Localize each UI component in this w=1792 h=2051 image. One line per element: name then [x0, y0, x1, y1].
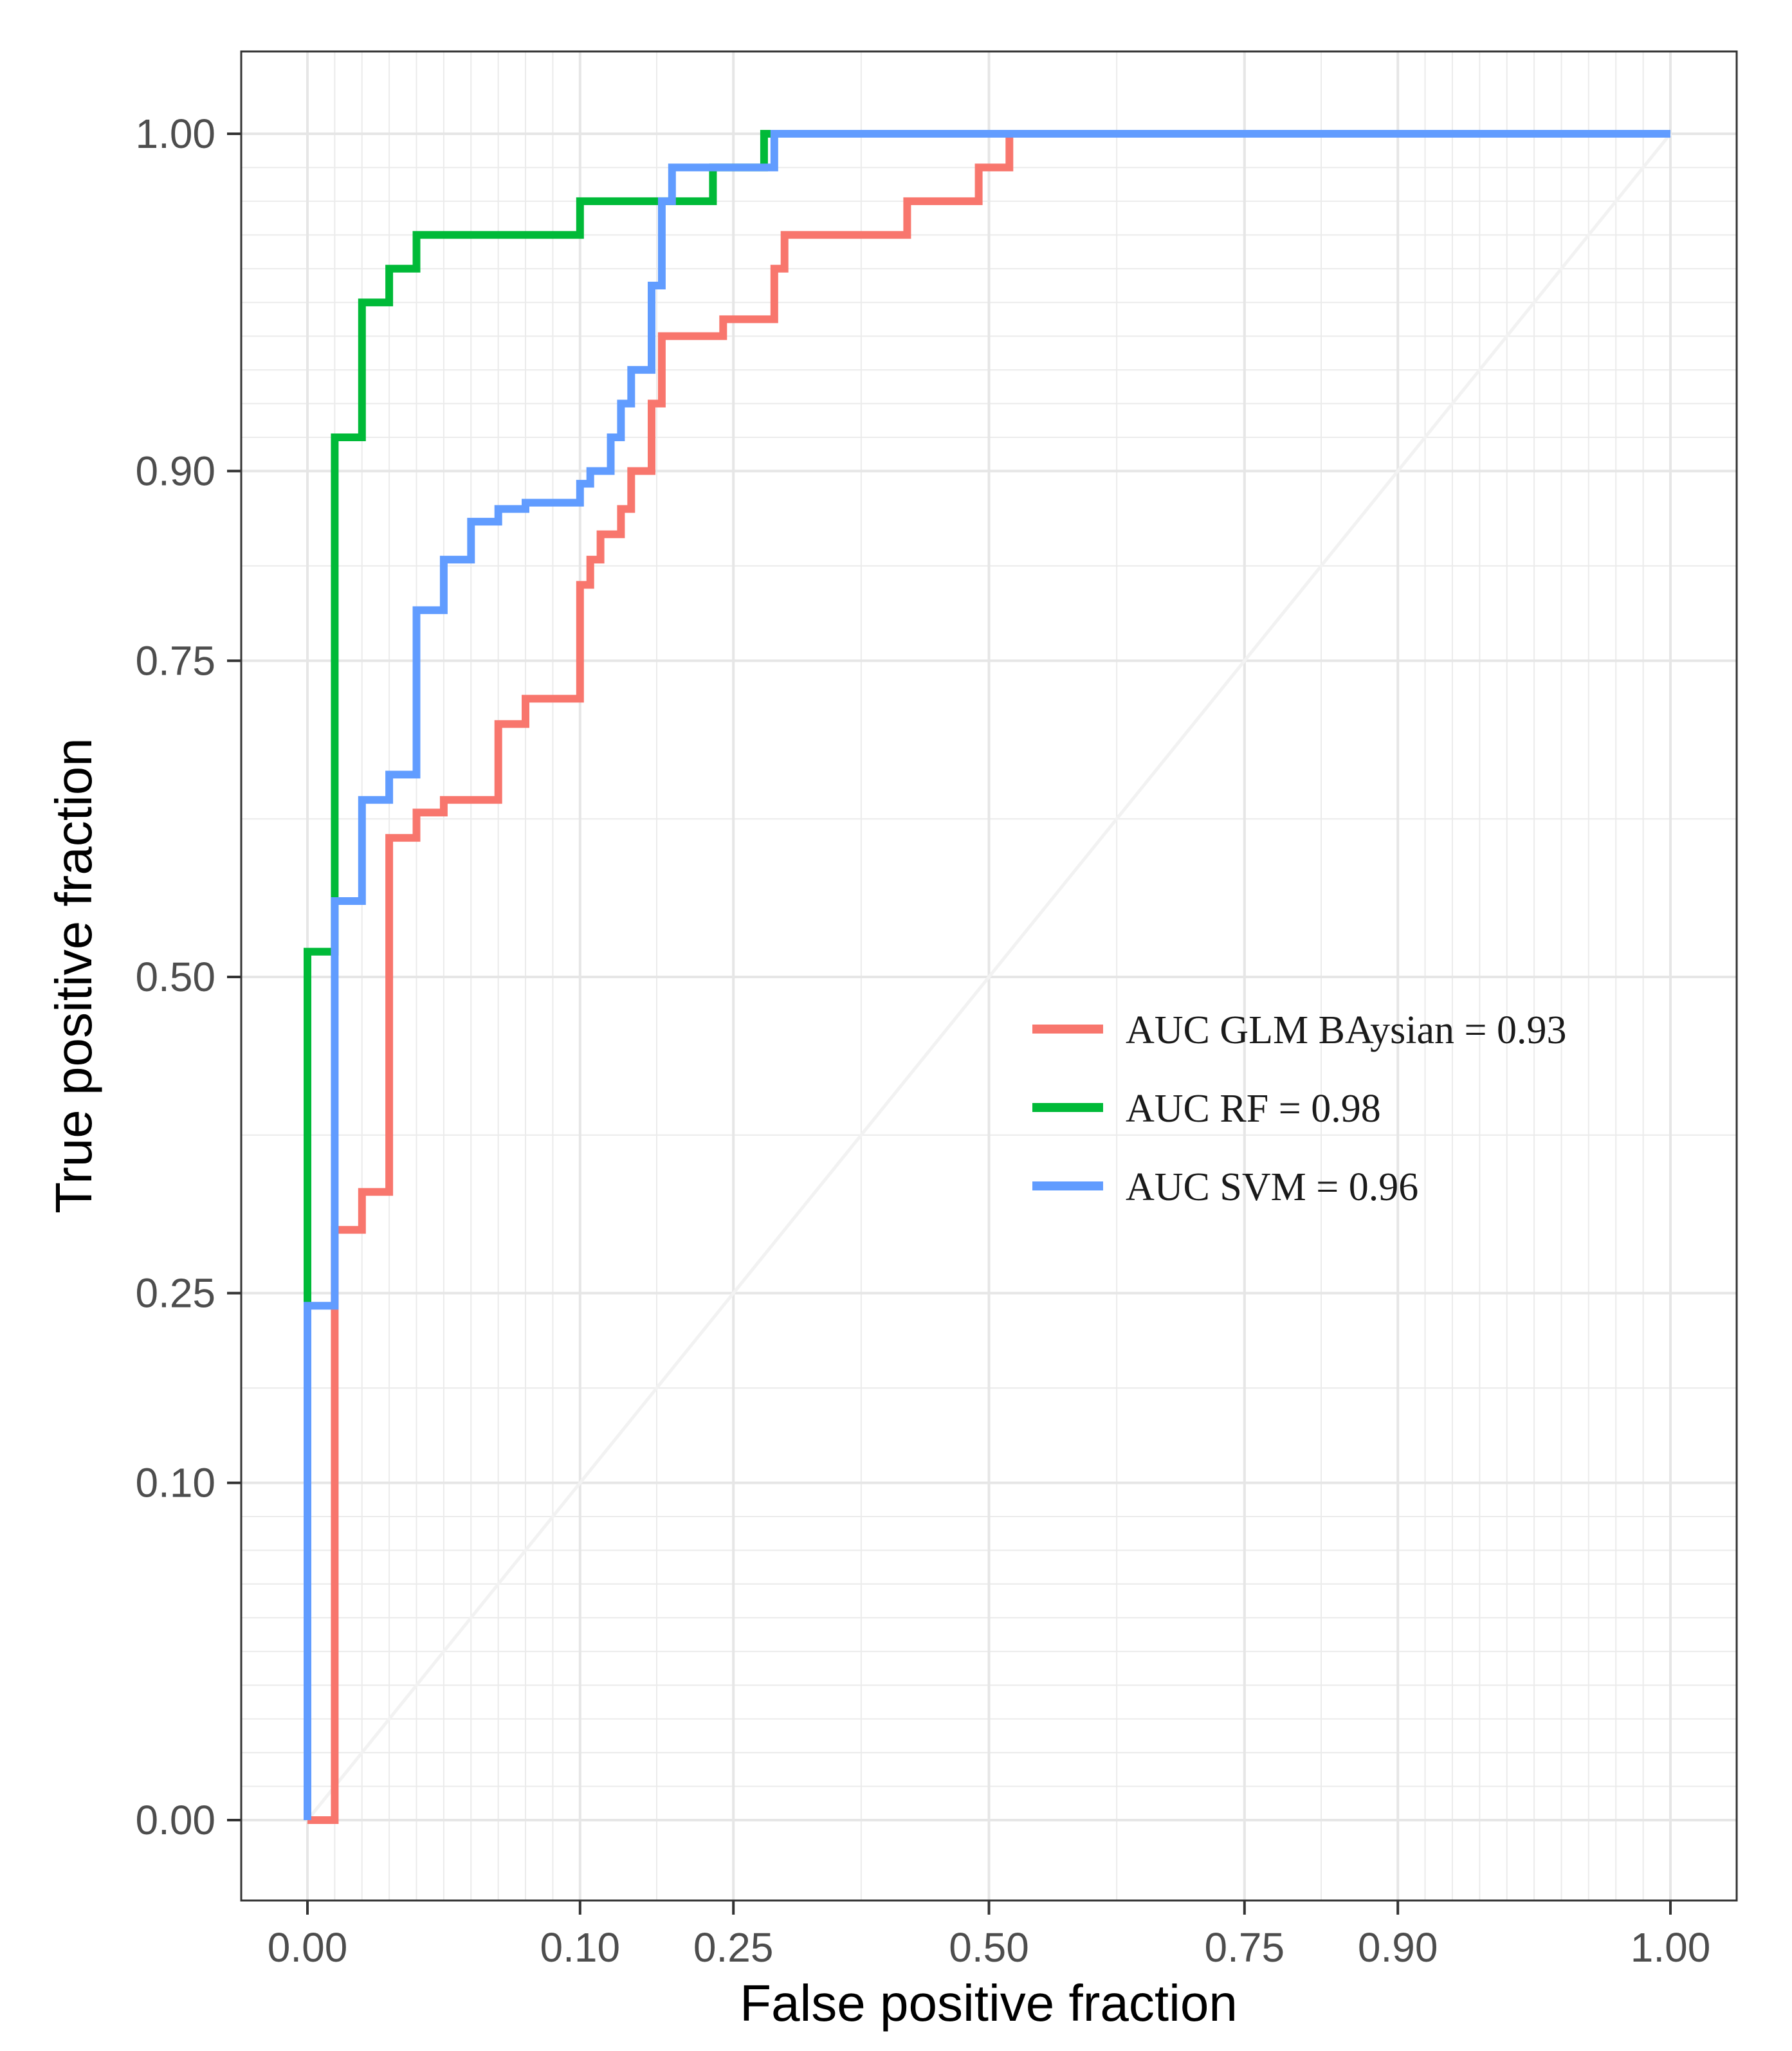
x-tick-label: 0.10 — [540, 1924, 621, 1971]
y-tick-label: 0.00 — [135, 1797, 215, 1843]
x-axis-title: False positive fraction — [740, 1974, 1238, 2032]
roc-series-1 — [307, 130, 1670, 1824]
x-tick-label: 1.00 — [1631, 1924, 1711, 1971]
y-tick-label: 1.00 — [135, 111, 215, 157]
legend-label-2: AUC RF = 0.98 — [1126, 1087, 1381, 1131]
diagonal-reference-line — [306, 132, 1672, 1821]
roc-series-3 — [304, 130, 1670, 1820]
series-layer — [304, 130, 1670, 1824]
x-tick-label: 0.00 — [268, 1924, 348, 1971]
y-tick-label: 0.50 — [135, 954, 215, 1000]
x-tick-label: 0.50 — [949, 1924, 1029, 1971]
legend-label-3: AUC SVM = 0.96 — [1126, 1165, 1418, 1209]
axis-ticks — [227, 132, 1672, 1915]
y-tick-labels: 0.00 0.10 0.25 0.50 0.75 0.90 1.00 — [135, 111, 215, 1843]
y-tick-label: 0.90 — [135, 448, 215, 494]
x-tick-labels: 0.00 0.10 0.25 0.50 0.75 0.90 1.00 — [268, 1924, 1711, 1971]
legend: AUC GLM BAysian = 0.93 AUC RF = 0.98 AUC S… — [1032, 1008, 1566, 1209]
x-tick-label: 0.25 — [693, 1924, 774, 1971]
y-tick-label: 0.75 — [135, 637, 215, 684]
legend-label-1: AUC GLM BAysian = 0.93 — [1126, 1008, 1566, 1052]
y-axis-title: True positive fraction — [45, 738, 102, 1214]
x-tick-label: 0.75 — [1205, 1924, 1285, 1971]
y-tick-label: 0.25 — [135, 1270, 215, 1317]
x-tick-label: 0.90 — [1358, 1924, 1438, 1971]
y-tick-label: 0.10 — [135, 1460, 215, 1506]
